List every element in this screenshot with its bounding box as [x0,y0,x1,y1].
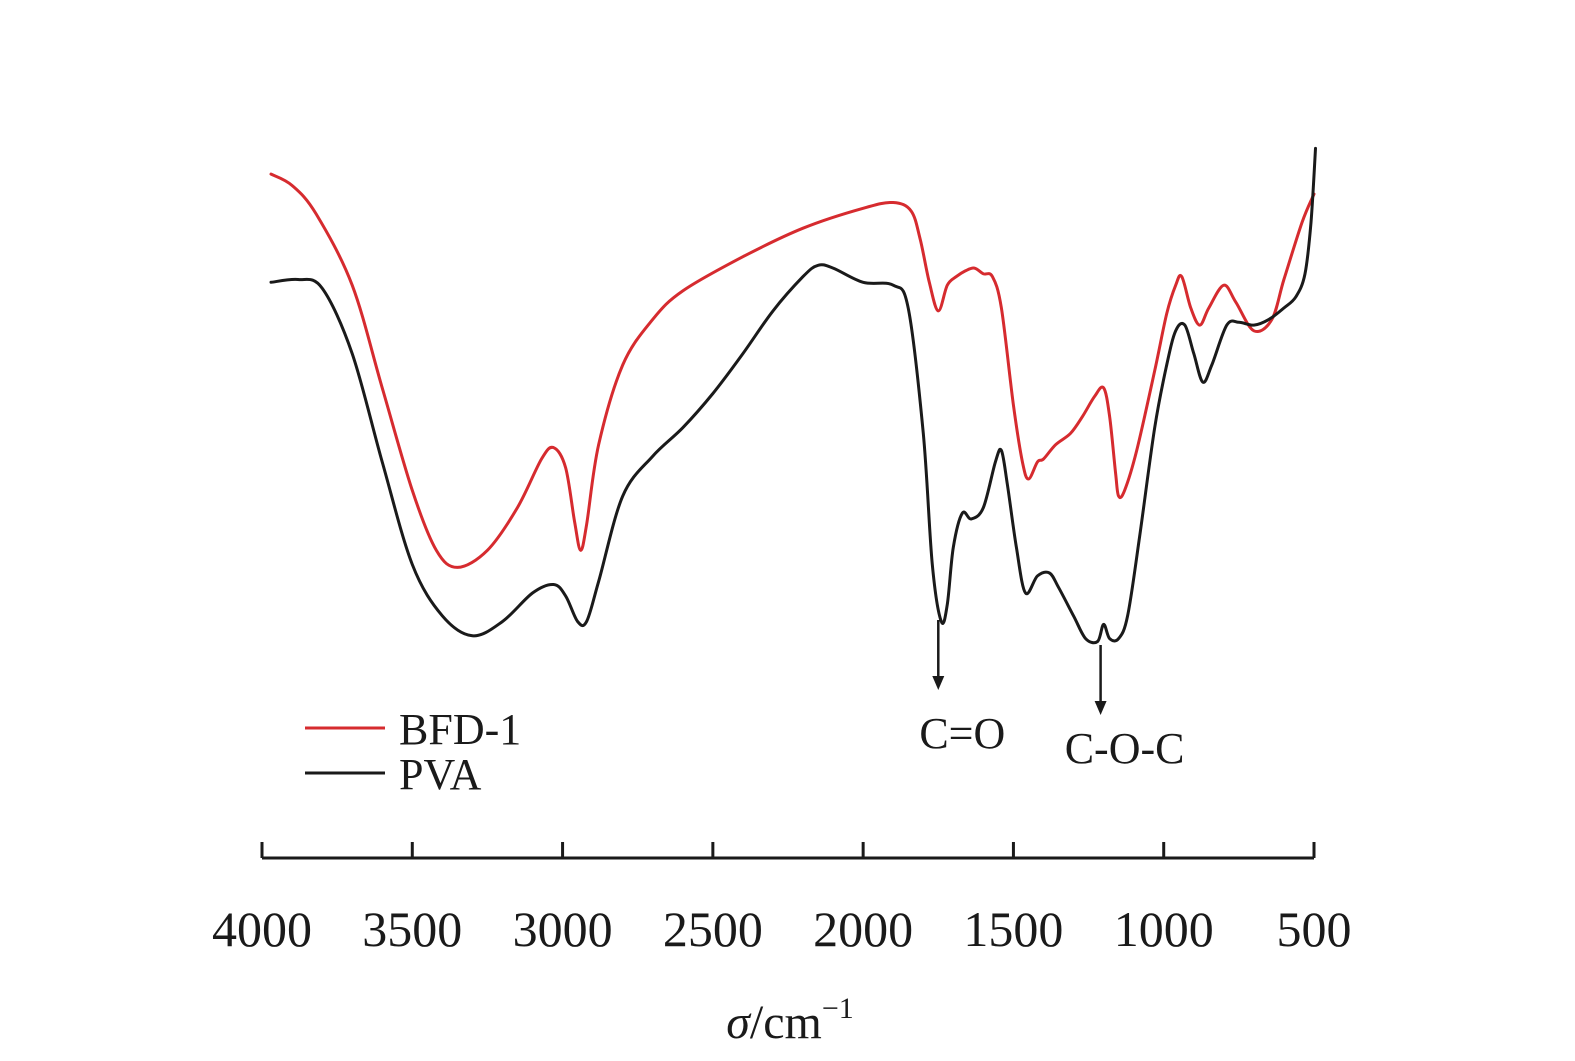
x-axis-label-unit: /cm [750,996,822,1049]
x-axis-label-symbol: σ [726,996,752,1049]
x-tick-label-2500: 2500 [663,901,763,957]
x-tick-label-4000: 4000 [212,901,312,957]
x-tick-label-3000: 3000 [513,901,613,957]
x-tick-label-500: 500 [1277,901,1352,957]
legend-label-pva: PVA [399,750,482,799]
annotation-layer: C=O C-O-C [919,620,1184,773]
x-axis-label-exponent: −1 [822,992,854,1025]
series-line-bfd-1 [269,172,1316,569]
x-tick-label-1500: 1500 [963,901,1063,957]
annotation-label-c-o-c: C-O-C [1065,724,1185,773]
annotation-arrowhead-c-o [932,676,945,690]
annotation-arrowhead-c-o-c [1094,701,1107,715]
legend-label-bfd-1: BFD-1 [399,705,521,754]
annotation-label-c-o: C=O [919,709,1005,758]
series-line-pva [269,146,1317,645]
x-axis-label: σ/cm−1 [726,992,854,1049]
x-tick-label-1000: 1000 [1114,901,1214,957]
series-layer [269,146,1317,645]
x-tick-label-3500: 3500 [362,901,462,957]
x-axis: 4000 3500 3000 2500 2000 1500 1000 500 [212,842,1352,957]
x-tick-label-2000: 2000 [813,901,913,957]
